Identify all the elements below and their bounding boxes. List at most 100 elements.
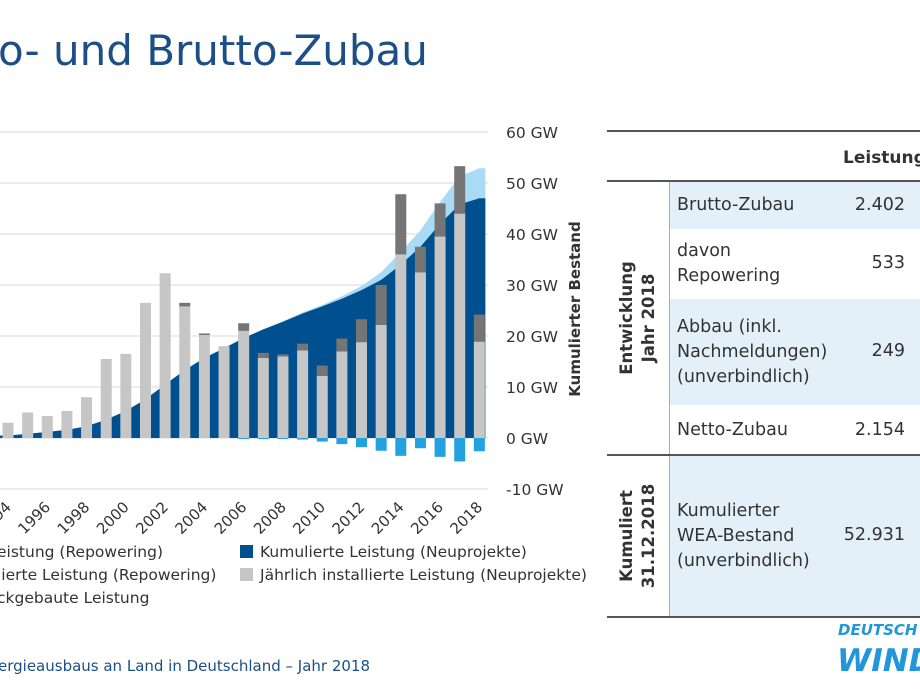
table-header-leistung: Leistung [843,148,920,168]
bar-annual-neuprojekte-2007 [257,357,269,438]
table-row: davon Repowering 533 [670,229,920,299]
x-tick-label: 1998 [54,498,94,538]
bar-annual-neuprojekte-2016 [434,236,446,438]
bar-annual-repowering-2008 [277,354,289,357]
bar-annual-repowering-2013 [375,285,387,325]
bar-annual-repowering-2007 [257,352,269,358]
legend-label-annual-repowering: lierte Leistung (Repowering) [0,566,217,584]
legend-swatch-annual-neuprojekte [240,568,253,581]
x-tick-label: 2008 [250,498,290,538]
row-label-kumulierter-bestand: Kumulierter WEA-Bestand (unverbindlich) [677,501,810,571]
row-label-repowering: davon Repowering [677,241,781,286]
bar-annual-neuprojekte-1996 [41,416,53,438]
row-value-kumulierter-bestand: 52.931 [843,525,905,545]
y-tick-label: 40 GW [506,226,558,244]
bar-annual-neuprojekte-2000 [120,353,132,438]
x-tick-label: 2006 [211,498,251,538]
bar-rueckgebaut-2011 [336,438,348,445]
y-tick-label: 60 GW [506,124,558,142]
bar-annual-neuprojekte-2001 [139,302,151,438]
y-tick-label: 50 GW [506,175,558,193]
group-label-kumuliert: Kumuliert 31.12.2018 [617,483,658,589]
bar-annual-neuprojekte-1999 [100,358,112,438]
x-tick-label: 2014 [368,498,408,538]
capacity-chart: -10 GW 0 GW 10 GW 20 GW 30 GW 40 GW 50 GW 60 GW… [0,124,584,538]
table-bottom-rule [607,616,920,618]
bar-annual-repowering-2006 [238,323,250,331]
row-value-abbau: 249 [871,341,905,361]
bar-annual-neuprojekte-1997 [61,410,73,438]
x-tick-label: 1996 [14,498,54,538]
table-header-rule [607,180,920,182]
legend-label-rueckgebaut: ckgebaute Leistung [0,589,150,607]
bar-annual-neuprojekte-2005 [218,346,230,438]
legend-item-annual-repowering: lierte Leistung (Repowering) [0,566,216,584]
x-tick-label: 2000 [93,498,133,538]
bar-annual-repowering-2009 [297,343,309,351]
y-tick-label: 0 GW [506,430,548,448]
bar-rueckgebaut-2009 [297,438,309,440]
y-tick-label: -10 GW [506,481,564,499]
bar-annual-neuprojekte-2013 [375,324,387,438]
table-top-rule [607,130,920,132]
bar-rueckgebaut-2006 [238,438,250,440]
row-value-brutto-zubau: 2.402 [854,195,905,215]
group-kumuliert: Kumuliert 31.12.2018 [607,456,670,616]
table-mid-rule [607,454,920,456]
x-tick-label: 94 [0,498,15,524]
bar-rueckgebaut-2015 [414,438,426,449]
bar-annual-repowering-2014 [395,194,407,255]
bar-annual-neuprojekte-2009 [297,350,309,438]
x-tick-label: 2004 [171,498,211,538]
y-axis-title: Kumulierter Bestand [566,221,584,396]
bar-annual-neuprojekte-2006 [238,330,250,438]
bar-annual-repowering-2012 [356,319,368,343]
bar-annual-neuprojekte-2014 [395,254,407,438]
bar-annual-repowering-2017 [454,166,466,214]
bar-annual-repowering-2018 [473,314,485,342]
bar-rueckgebaut-2014 [395,438,407,456]
bar-annual-repowering-2016 [434,203,446,237]
y-tick-label: 20 GW [506,328,558,346]
table-row: Abbau (inkl. Nachmeldungen) (unverbindlich… [670,299,920,405]
bar-rueckgebaut-2012 [356,438,368,448]
x-tick-label: 2010 [289,498,329,538]
x-tick-label: 2016 [407,498,447,538]
bar-annual-neuprojekte-1995 [22,412,34,438]
bar-annual-neuprojekte-2003 [179,306,191,438]
bar-annual-neuprojekte-2008 [277,356,289,438]
legend-item-cum-repowering: eistung (Repowering) [0,543,163,561]
bar-rueckgebaut-2017 [454,438,466,462]
bar-annual-repowering-2011 [336,338,348,352]
legend-label-annual-neuprojekte: Jährlich installierte Leistung (Neuproje… [260,566,587,584]
row-value-netto-zubau: 2.154 [854,420,905,440]
bar-annual-repowering-2010 [316,365,328,376]
bar-annual-neuprojekte-2010 [316,375,328,438]
bar-annual-neuprojekte-1994 [2,422,14,438]
x-tick-label: 2012 [329,498,369,538]
table-row: Kumulierter WEA-Bestand (unverbindlich) 52… [670,456,920,616]
bar-annual-neuprojekte-2011 [336,351,348,438]
legend-label-cum-repowering: eistung (Repowering) [0,543,163,561]
page-title: o- und Brutto-Zubau [0,26,428,75]
legend-item-rueckgebaut: ckgebaute Leistung [0,589,149,607]
footer-caption: ergieausbaus an Land in Deutschland – Ja… [0,657,371,675]
row-label-brutto-zubau: Brutto-Zubau [677,195,795,215]
bar-annual-neuprojekte-2018 [473,341,485,438]
row-label-netto-zubau: Netto-Zubau [677,420,788,440]
bar-annual-repowering-2015 [414,246,426,273]
group-entwicklung: Entwicklung Jahr 2018 [607,182,670,454]
row-label-abbau: Abbau (inkl. Nachmeldungen) (unverbindlich… [677,317,828,387]
legend-item-cum-neuprojekte: Kumulierte Leistung (Neuprojekte) [240,543,527,561]
bar-rueckgebaut-2007 [257,438,269,440]
y-tick-label: 30 GW [506,277,558,295]
y-tick-label: 10 GW [506,379,558,397]
bar-annual-repowering-2004 [198,333,210,335]
bar-annual-repowering-2003 [179,302,191,307]
bar-rueckgebaut-2008 [277,438,289,440]
legend-item-annual-neuprojekte: Jährlich installierte Leistung (Neuproje… [240,566,587,584]
bar-annual-neuprojekte-2012 [356,342,368,438]
brand-logo: DEUTSCH WIND [838,621,920,678]
bar-rueckgebaut-2013 [375,438,387,451]
x-tick-label: 2018 [446,498,486,538]
